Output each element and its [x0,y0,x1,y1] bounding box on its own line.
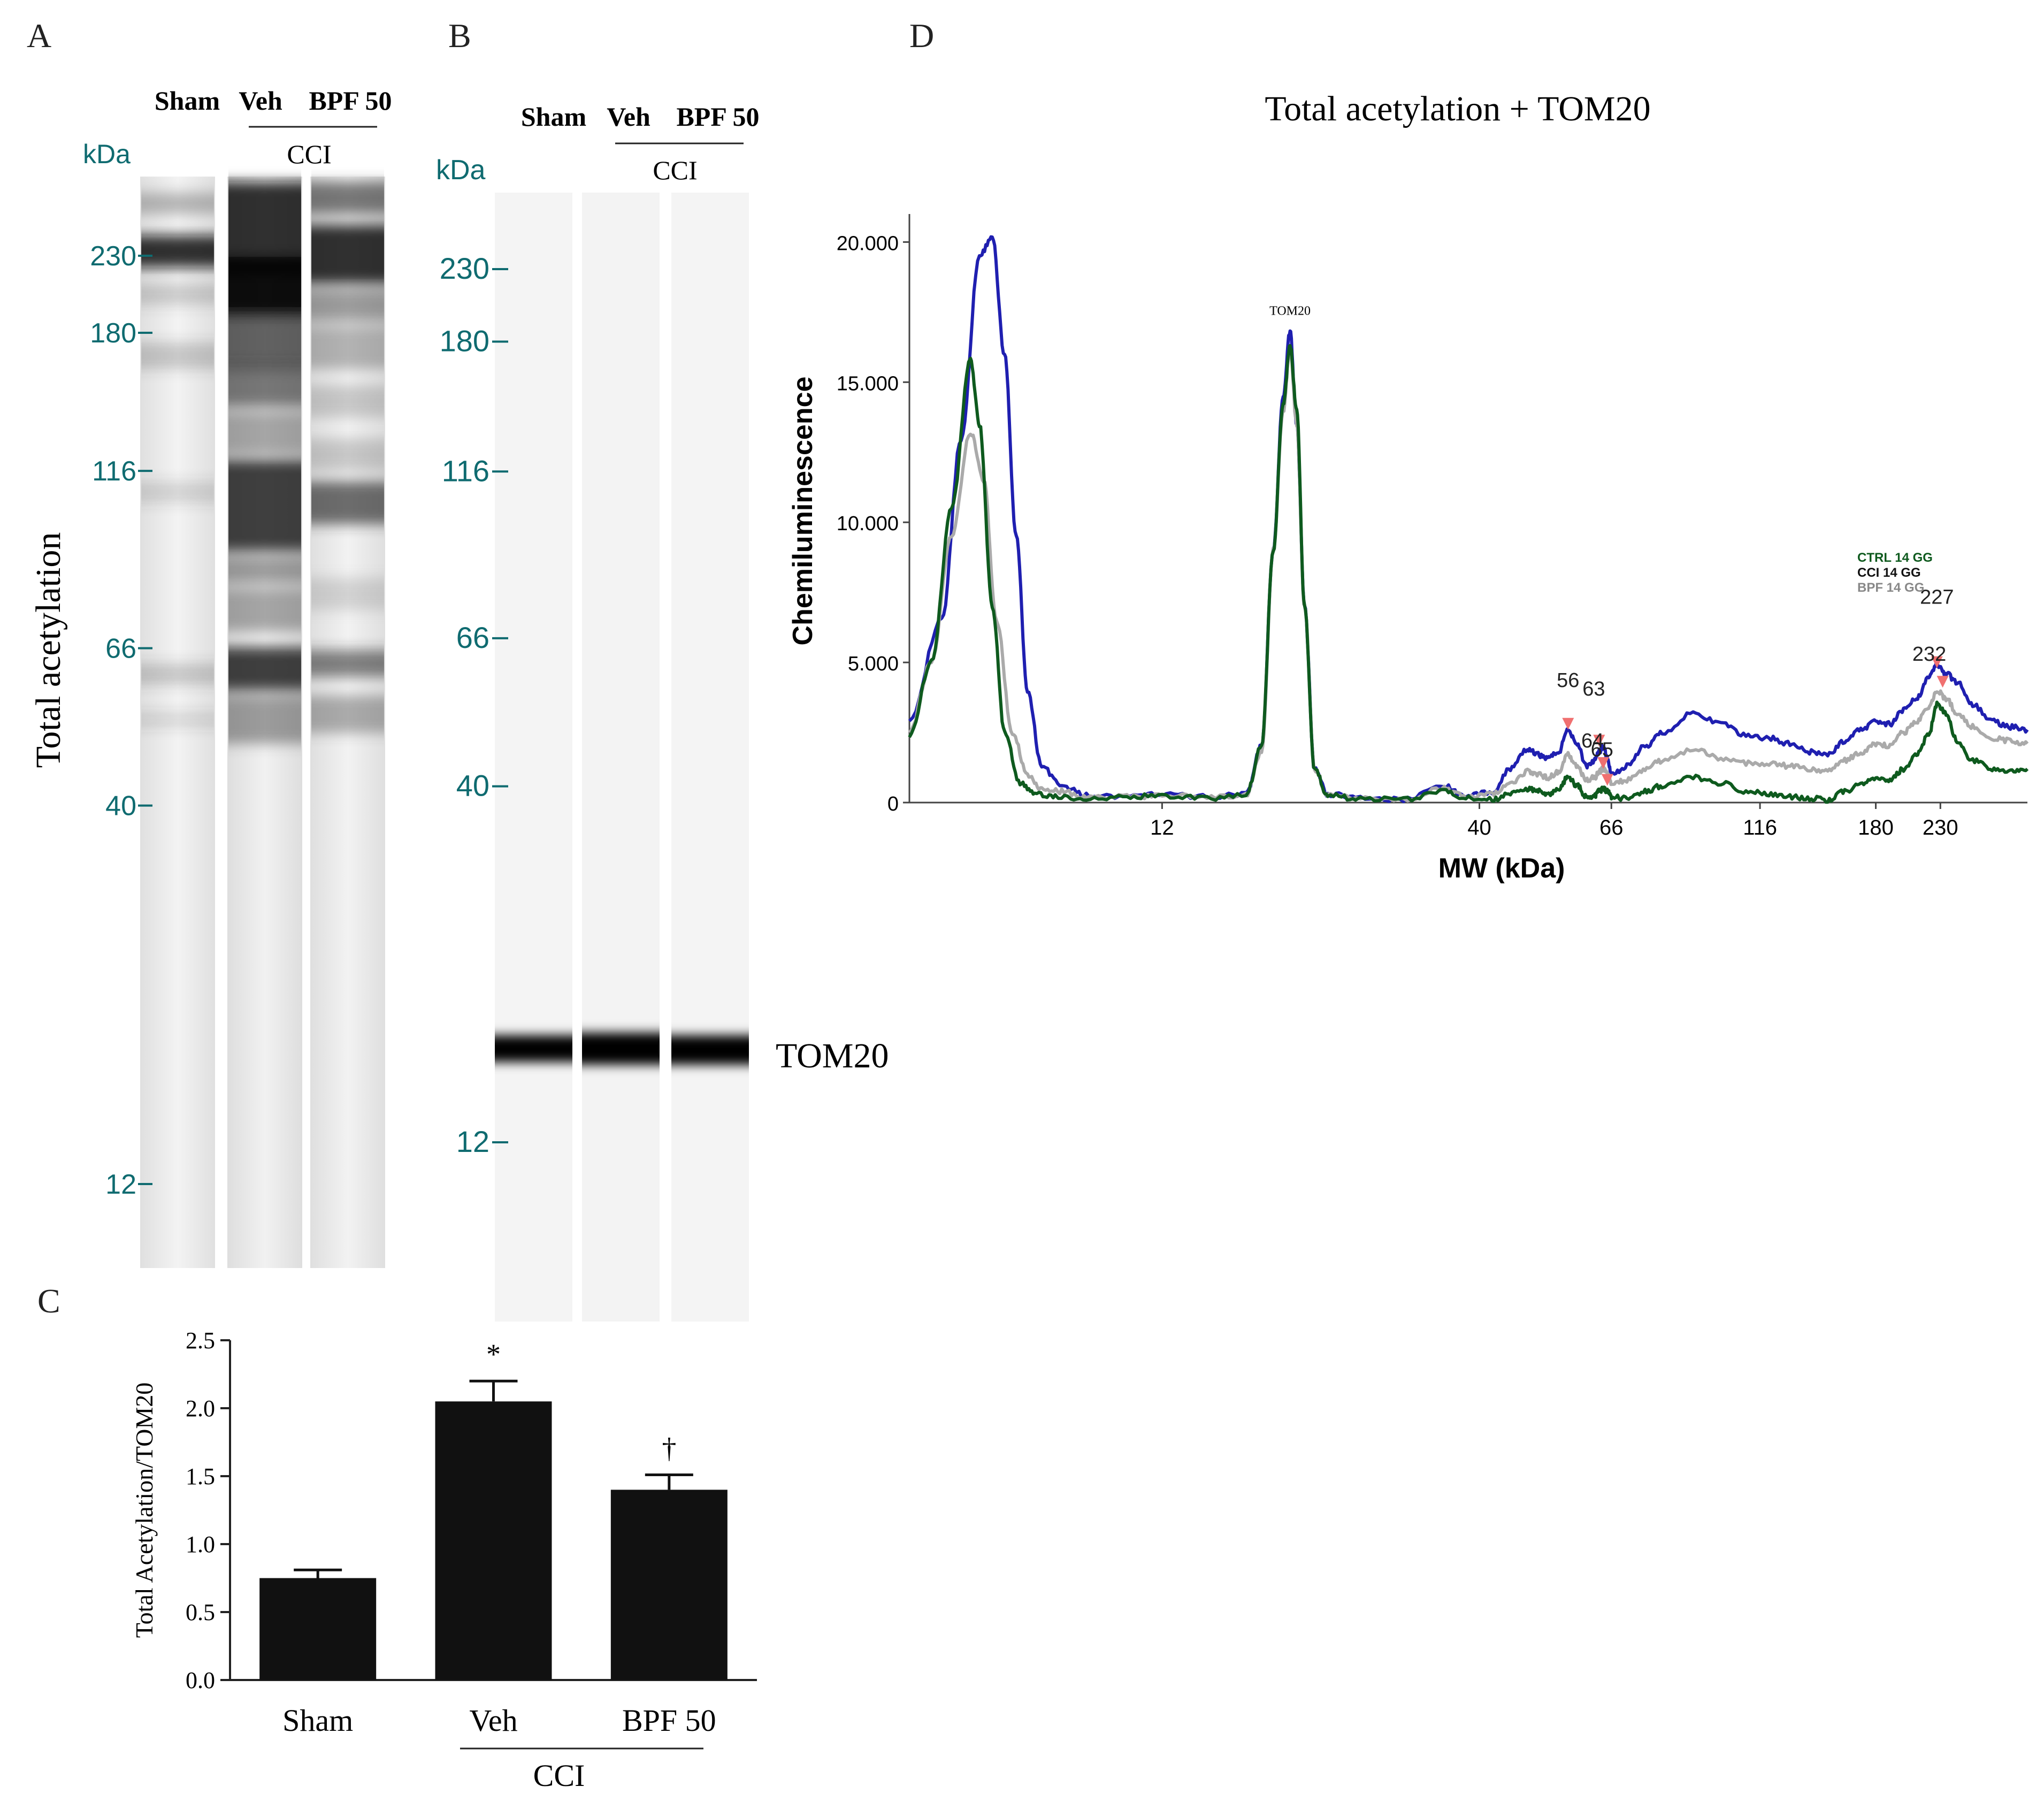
trace-ctrl [908,344,2029,804]
bar-sham [259,1578,377,1680]
bar-chart-ytick-label: 0.5 [186,1599,215,1625]
y-axis-title: Total acetylation [29,532,68,768]
lane-label-sham: Sham [155,86,220,116]
marker-label-12: 12 [456,1125,489,1158]
bar-chart-ytick-label: 2.5 [186,1327,215,1354]
tom20-band-label: TOM20 [776,1036,889,1075]
band-tom20-sham [495,1035,572,1062]
line-chart-xtick-label: 12 [1150,816,1174,839]
band-tom20-veh [582,1033,660,1065]
line-chart-ytick-label: 20.000 [837,232,899,255]
bar-bpf-50 [610,1490,728,1680]
panel-letter-c: C [37,1282,60,1320]
bar-chart-bars: Sham Veh * BPF 50 † [259,1338,728,1738]
lane-label-veh-b: Veh [607,102,650,132]
peak-label-56: 56 [1557,669,1579,692]
blot-bands [141,182,384,744]
line-chart-xtick-label: 116 [1743,816,1777,839]
line-chart-series [908,235,2029,804]
panel-letter-a: A [27,17,52,55]
lane-label-veh: Veh [239,86,282,116]
tom20-peak-label: TOM20 [1269,304,1311,318]
bar-significance-mark: * [486,1338,501,1370]
marker-label-230: 230 [440,251,489,285]
panel-a-blot: Sham Veh BPF 50 CCI kDa Total acetylatio… [29,86,392,1268]
marker-label-40: 40 [105,791,136,822]
marker-label-12: 12 [105,1169,136,1200]
bar-veh [435,1401,552,1680]
bar-category-label: BPF 50 [622,1703,716,1738]
peak-marker-63 [1593,735,1605,747]
legend-entry: CCI 14 GG [1857,566,1921,580]
panel-c-bar-chart: Total Acetylation/TOM20 0.0 0.5 1.0 1.5 2.0 2… [131,1327,757,1793]
lane-label-bpf50: BPF 50 [309,86,392,116]
line-chart-ytick-label: 5.000 [848,653,899,675]
lane-bpf50-b [671,193,749,1322]
line-chart-xtick-label: 40 [1467,816,1491,839]
line-chart-ytick-label: 15.000 [837,372,899,395]
band-tom20-bpf50 [671,1035,749,1065]
bar-chart-y-title: Total Acetylation/TOM20 [131,1383,158,1638]
line-chart-x-title: MW (kDa) [1438,853,1565,884]
line-chart-title: Total acetylation + TOM20 [1265,89,1650,128]
kda-unit-label-b: kDa [436,155,486,186]
lane-veh-b [582,193,660,1322]
line-chart-ytick-label: 0 [887,793,899,815]
panel-b-blot: Sham Veh BPF 50 CCI kDa TOM20 230 180 116 6… [436,102,889,1322]
peak-label-232: 232 [1912,643,1946,666]
marker-label-116: 116 [442,454,489,487]
marker-label-66: 66 [456,621,489,654]
lane-label-bpf50-b: BPF 50 [676,102,759,132]
line-chart-xtick-label: 230 [1923,816,1958,839]
kda-unit-label: kDa [83,139,131,169]
bar-chart-ytick-label: 0.0 [186,1667,215,1693]
line-chart-axes: 0 5.000 10.000 15.000 20.000 12 40 66 116 180 230 [837,214,2027,839]
panel-d-line-chart: Total acetylation + TOM20 Chemiluminesce… [787,89,2029,884]
marker-label-66: 66 [105,633,136,664]
legend-entry: BPF 14 GG [1857,581,1924,595]
peak-marker-56 [1562,717,1574,730]
size-markers: 230 180 116 66 40 12 [90,241,152,1200]
line-chart-xtick-label: 66 [1599,816,1624,839]
trace-cci [908,235,2029,804]
line-chart-y-title: Chemiluminescence [787,377,818,646]
peak-marker-65 [1601,774,1613,786]
bar-chart-cci-label: CCI [533,1758,585,1793]
bar-chart-ytick-label: 1.5 [186,1463,215,1490]
size-markers-b: 230 180 116 66 40 12 [440,251,508,1158]
peak-label-65: 65 [1591,739,1613,761]
peak-label-63: 63 [1582,678,1605,700]
peak-marker-64 [1597,757,1610,769]
peak-label-227: 227 [1920,586,1954,609]
marker-label-230: 230 [90,241,136,272]
panel-letter-d: D [909,17,935,55]
marker-label-180: 180 [440,324,489,357]
line-chart-xtick-label: 180 [1858,816,1894,839]
peak-marker-232 [1936,676,1949,688]
bar-chart-ytick-label: 2.0 [186,1395,215,1422]
peak-label-64: 64 [1581,730,1604,752]
band-sham-230 [141,235,214,268]
lane-sham-b [495,193,572,1322]
cci-group-label-b: CCI [653,155,697,185]
lane-label-sham-b: Sham [521,102,586,132]
bar-category-label: Veh [469,1703,517,1738]
line-chart-ytick-label: 10.000 [837,513,899,535]
legend-entry: CTRL 14 GG [1857,551,1933,565]
cci-group-label: CCI [287,139,331,169]
panel-letter-b: B [448,17,471,55]
bar-chart-ytick-label: 1.0 [186,1531,215,1557]
bar-category-label: Sham [282,1703,353,1738]
marker-label-180: 180 [90,318,136,349]
marker-label-116: 116 [92,456,136,487]
bar-significance-mark: † [662,1432,676,1464]
peak-marker-227 [1931,656,1943,668]
marker-label-40: 40 [456,769,489,803]
